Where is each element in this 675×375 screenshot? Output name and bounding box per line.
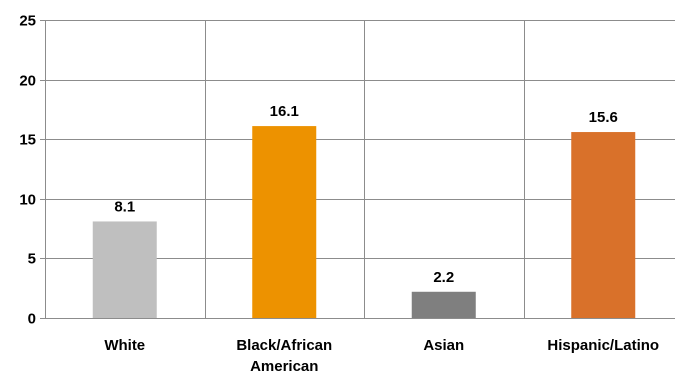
category-labels: White Black/African American Asian Hispanic/… [104,337,659,375]
data-labels: 8.1 16.1 2.2 15.6 [114,103,618,286]
category-label: Asian [423,337,464,354]
bar [571,132,636,318]
bar [92,221,157,318]
data-label: 2.2 [433,269,454,286]
y-tick-label: 10 [19,192,36,209]
category-label: Black/African American [236,337,332,375]
category-label-line: American [250,358,318,375]
y-tick-label: 0 [28,311,36,328]
data-label: 8.1 [114,198,135,215]
y-axis-ticks: 0 5 10 15 20 25 [19,13,36,328]
category-label-line: Black/African [236,337,332,354]
category-label: Hispanic/Latino [547,337,659,354]
bar [411,291,476,318]
y-tick-label: 5 [28,251,36,268]
category-label-line: Hispanic/Latino [547,337,659,354]
y-tick-label: 25 [19,13,36,30]
category-label-line: White [104,337,145,354]
y-tick-label: 15 [19,132,36,149]
y-tick-label: 20 [19,73,36,90]
bars [92,126,636,318]
data-label: 16.1 [270,103,299,120]
category-label: White [104,337,145,354]
category-label-line: Asian [423,337,464,354]
bar [252,126,317,318]
data-label: 15.6 [589,109,618,126]
